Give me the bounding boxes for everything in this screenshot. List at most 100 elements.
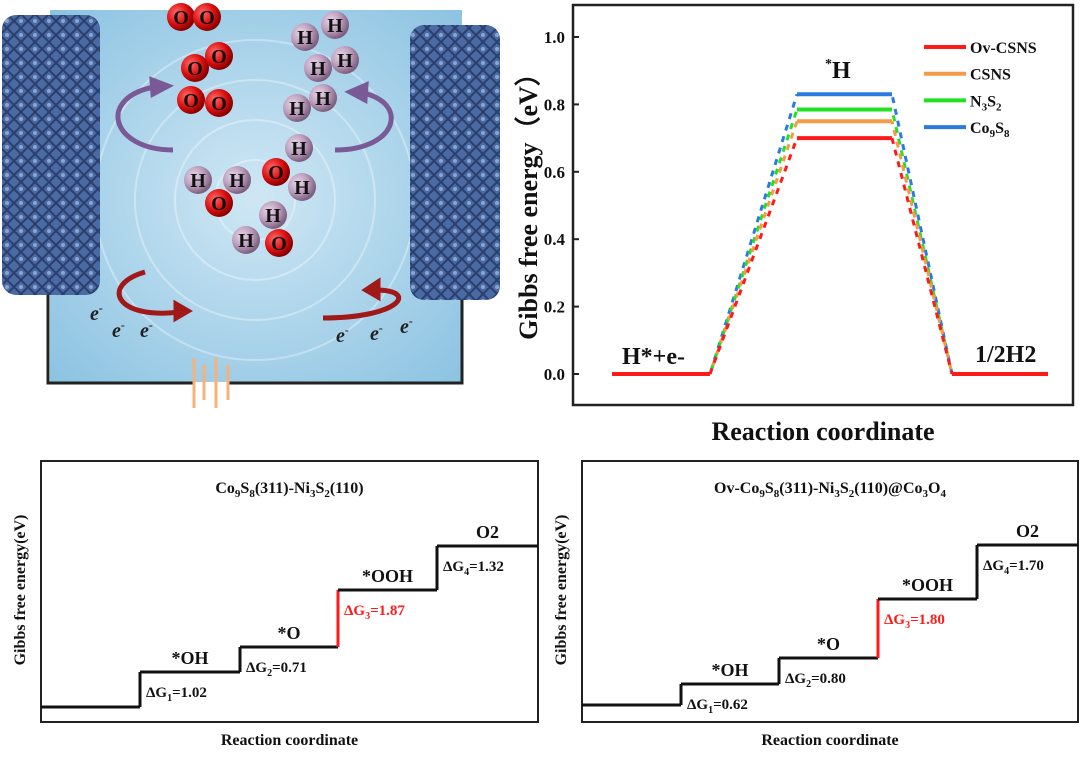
- title-sub: 3: [310, 488, 316, 500]
- electrolyte-water: [50, 10, 462, 382]
- delta-g: ΔG: [344, 603, 365, 619]
- y-tick-label: 0.8: [544, 95, 565, 114]
- electron-label: e-: [370, 321, 383, 345]
- transition-line-Ov-CSNS: [890, 137, 954, 375]
- oxygen-atom: O: [205, 89, 233, 117]
- delta-g-sub: 2: [806, 679, 811, 690]
- oxygen-sphere: [181, 54, 209, 82]
- hydrogen-sphere: [291, 23, 319, 51]
- electron-label: e-: [90, 301, 103, 325]
- title-sub: 8: [249, 488, 255, 500]
- chart-title: Co9S8(311)-Ni3S2(110): [215, 480, 363, 500]
- right-electrode: [410, 25, 500, 300]
- title-sub: 8: [774, 488, 780, 500]
- hydrogen-sphere: [331, 46, 359, 74]
- series-N3S2: [708, 107, 954, 375]
- oxygen-sphere: [205, 189, 233, 217]
- title-sub: 3: [834, 488, 840, 500]
- delta-g-label: ΔG3=1.87: [344, 603, 405, 622]
- state-text: H: [832, 58, 851, 84]
- hydrogen-atom: H: [288, 173, 316, 201]
- oxygen-atom: O: [205, 189, 233, 217]
- oxygen-atom: O: [193, 3, 221, 31]
- series-Ov-CSNS: [612, 136, 1048, 376]
- hydrogen-sphere: [304, 54, 332, 82]
- series-CSNS: [708, 119, 954, 375]
- delta-g-sub: 3: [365, 611, 370, 622]
- oxygen-label: O: [271, 233, 287, 255]
- state-label: *O: [817, 634, 840, 654]
- legend-sub: 2: [996, 101, 1002, 113]
- electron-symbol: e: [90, 303, 99, 325]
- hydrogen-label: H: [291, 138, 307, 160]
- oxygen-atom: O: [181, 54, 209, 82]
- delta-g-value: =0.71: [272, 660, 307, 676]
- legend-sub: 8: [1004, 128, 1010, 140]
- plot-frame: [581, 460, 1079, 723]
- hydrogen-sphere: [223, 166, 251, 194]
- y-tick-label: 0.4: [544, 230, 566, 249]
- title-text: O: [928, 480, 940, 497]
- state-label-start: H*+e-: [622, 344, 685, 370]
- electron-charge: -: [345, 323, 349, 337]
- hydrogen-label: H: [289, 98, 305, 120]
- hydrogen-label: H: [327, 15, 343, 37]
- hydrogen-atom: H: [285, 134, 313, 162]
- y-tick-label: 0.6: [544, 163, 565, 182]
- legend-label: Co9S8: [970, 120, 1010, 140]
- title-sub: 2: [849, 488, 855, 500]
- state-label-end: 1/2H2: [975, 342, 1036, 368]
- state-sup: *: [825, 57, 832, 72]
- legend-sub: 9: [990, 128, 996, 140]
- delta-g: ΔG: [443, 559, 464, 575]
- electron-label: e-: [336, 323, 349, 347]
- hydrogen-sphere: [232, 226, 260, 254]
- series-Co9S8: [708, 92, 954, 375]
- electron-label: e-: [140, 318, 153, 342]
- delta-g: ΔG: [785, 671, 806, 687]
- legend-text: CSNS: [970, 67, 1011, 84]
- hydrogen-atom: H: [283, 94, 311, 122]
- delta-g-value: =1.02: [172, 685, 207, 701]
- oxygen-sphere: [205, 89, 233, 117]
- hydrogen-label: H: [190, 170, 206, 192]
- hydrogen-sphere: [285, 134, 313, 162]
- title-text: (110)@Co: [854, 480, 922, 497]
- electrons: e-e-e-e-e-e-: [90, 301, 413, 347]
- state-label: *OH: [711, 660, 748, 680]
- legend-label: CSNS: [970, 67, 1011, 84]
- title-sub: 9: [759, 488, 765, 500]
- delta-g-sub: 1: [708, 705, 713, 716]
- delta-g-label: ΔG1=1.02: [146, 685, 207, 704]
- legend-item-Ov-CSNS: Ov-CSNS: [924, 40, 1037, 57]
- legend-text: N: [970, 93, 982, 110]
- legend-sub: 3: [982, 101, 988, 113]
- transition-line-Ov-CSNS: [708, 137, 799, 375]
- oxygen-sphere: [177, 86, 205, 114]
- oxygen-atom: O: [265, 229, 293, 257]
- delta-g-value: =0.62: [713, 697, 748, 713]
- title-text: Ov-Co: [714, 480, 759, 497]
- delta-g-value: =1.80: [910, 612, 945, 628]
- legend-text: S: [995, 120, 1004, 137]
- electron-symbol: e: [140, 320, 149, 342]
- oxygen-label: O: [199, 7, 215, 29]
- hydrogen-label: H: [294, 177, 310, 199]
- hydrogen-atom: H: [304, 54, 332, 82]
- transition-line-Co9S8: [708, 93, 799, 375]
- oxygen-label: O: [187, 58, 203, 80]
- hydrogen-sphere: [283, 94, 311, 122]
- delta-g-label: ΔG4=1.70: [983, 558, 1044, 577]
- legend-label: N3S2: [970, 93, 1002, 113]
- y-tick-label: 0.2: [544, 298, 565, 317]
- oxygen-atom: O: [205, 42, 233, 70]
- oxygen-sphere: [205, 42, 233, 70]
- purple-arrows: [115, 76, 394, 153]
- delta-g-sub: 2: [267, 668, 272, 679]
- left-electrode: [2, 15, 100, 295]
- electron-label: e-: [400, 314, 413, 338]
- state-label: *OH: [171, 648, 208, 668]
